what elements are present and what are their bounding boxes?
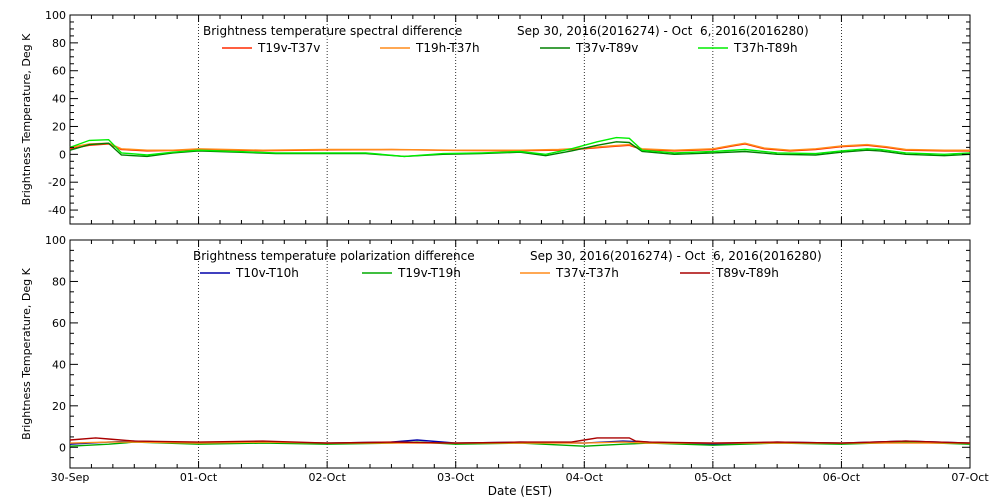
spectral-date-range: Sep 30, 2016(2016274) - Oct 6, 2016(2016… (517, 24, 809, 38)
polarization-date-range: Sep 30, 2016(2016274) - Oct 6, 2016(2016… (530, 249, 822, 263)
polarization-y-axis-label: Brightness Temperature, Deg K (20, 267, 33, 439)
y-tick-label: 40 (52, 358, 66, 371)
spectral-chart-title: Brightness temperature spectral differen… (203, 24, 462, 38)
y-tick-label: 100 (45, 9, 66, 22)
spectral-plot-frame (69, 14, 971, 225)
polarization-chart-title: Brightness temperature polarization diff… (193, 249, 475, 263)
legend-label: T37h-T89h (733, 41, 798, 55)
y-tick-label: 40 (52, 93, 66, 106)
series-line-t89v-t89h (69, 437, 971, 444)
polarization-legend: T10v-T10h T19v-T19h T37v-T37h T89v-T89h (200, 266, 779, 280)
x-tick-label: 30-Sep (51, 471, 90, 484)
series-line-t37h-t89h (69, 136, 971, 158)
polarization-y-ticks: 0 20 40 60 80 100 (45, 234, 970, 469)
x-tick-label: 02-Oct (308, 471, 346, 484)
spectral-difference-panel: -40 -20 0 20 40 60 80 100 Brightness Temperatur… (20, 9, 971, 225)
y-tick-label: 80 (52, 37, 66, 50)
polarization-plot-frame (69, 239, 971, 469)
y-tick-label: 80 (52, 275, 66, 288)
x-tick-labels: 30-Sep 01-Oct 02-Oct 03-Oct 04-Oct 05-Oct 06-O… (51, 471, 990, 484)
x-tick-label: 01-Oct (180, 471, 218, 484)
x-axis-label: Date (EST) (488, 484, 552, 498)
legend-label: T19v-T37v (257, 41, 320, 55)
legend-label: T19v-T19h (397, 266, 461, 280)
y-tick-label: -40 (48, 204, 66, 217)
x-tick-label: 04-Oct (566, 471, 604, 484)
spectral-x-ticks (69, 15, 971, 224)
polarization-grid (198, 240, 842, 468)
y-tick-label: 0 (59, 441, 66, 454)
spectral-y-ticks: -40 -20 0 20 40 60 80 100 (45, 9, 970, 225)
y-tick-label: -20 (48, 176, 66, 189)
y-tick-label: 20 (52, 120, 66, 133)
y-tick-label: 100 (45, 234, 66, 247)
spectral-grid (198, 15, 842, 224)
y-tick-label: 0 (59, 148, 66, 161)
x-tick-label: 06-Oct (823, 471, 861, 484)
x-tick-label: 03-Oct (437, 471, 475, 484)
polarization-x-ticks (69, 240, 971, 468)
y-tick-label: 60 (52, 317, 66, 330)
spectral-legend: T19v-T37v T19h-T37h T37v-T89v T37h-T89h (222, 41, 798, 55)
series-line-t19h-t37h (69, 142, 970, 151)
polarization-series (69, 437, 971, 447)
y-tick-label: 60 (52, 65, 66, 78)
spectral-series (69, 136, 971, 158)
legend-label: T37v-T37h (555, 266, 619, 280)
y-tick-label: 20 (52, 400, 66, 413)
x-tick-label: 05-Oct (694, 471, 732, 484)
legend-label: T10v-T10h (235, 266, 299, 280)
x-tick-label: 07-Oct (951, 471, 989, 484)
legend-label: T19h-T37h (415, 41, 480, 55)
polarization-difference-panel: 0 20 40 60 80 100 30-Sep 01-Oct 02-Oct 03-Oct 04-… (20, 234, 989, 484)
legend-label: T89v-T89h (715, 266, 779, 280)
spectral-y-axis-label: Brightness Temperature, Deg K (20, 33, 33, 205)
legend-label: T37v-T89v (575, 41, 638, 55)
